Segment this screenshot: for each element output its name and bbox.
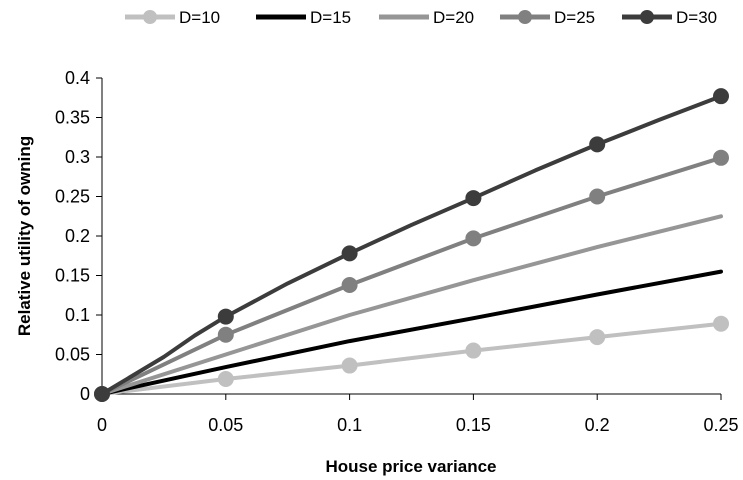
series-d-30 (94, 88, 729, 402)
legend-label: D=25 (554, 8, 595, 27)
legend-label: D=10 (179, 8, 220, 27)
x-tick-label: 0.05 (208, 415, 243, 435)
y-tick-label: 0.4 (65, 68, 90, 88)
series-line (100, 269, 723, 396)
legend-swatch-marker (143, 10, 157, 24)
legend-swatch-marker (640, 10, 654, 24)
y-tick-label: 0.1 (65, 305, 90, 325)
legend-item: D=25 (500, 8, 595, 27)
x-tick-label: 0.25 (703, 415, 738, 435)
series-line (100, 155, 723, 396)
data-point (589, 188, 606, 205)
x-tick-label: 0.2 (585, 415, 610, 435)
y-tick-label: 0.3 (65, 147, 90, 167)
series-line (100, 321, 723, 396)
y-tick-label: 0.15 (55, 266, 90, 286)
data-point (217, 326, 234, 343)
data-point (94, 386, 110, 402)
series-d-15 (100, 269, 723, 396)
legend-label: D=20 (433, 8, 474, 27)
x-tick-label: 0.15 (456, 415, 491, 435)
legend-label: D=30 (676, 8, 717, 27)
legend-item: D=30 (622, 8, 717, 27)
data-point (341, 245, 358, 262)
y-axis-title: Relative utility of owning (15, 136, 34, 336)
series-line (100, 214, 723, 396)
series-line (100, 94, 723, 396)
y-tick-label: 0 (80, 384, 90, 404)
y-tick-label: 0.35 (55, 108, 90, 128)
data-point (341, 276, 358, 293)
axes (101, 78, 721, 395)
data-point (713, 88, 729, 105)
x-axis-title: House price variance (325, 457, 496, 476)
legend-item: D=20 (379, 8, 474, 27)
x-tick-label: 0.1 (337, 415, 362, 435)
series (94, 88, 729, 402)
y-tick-label: 0.2 (65, 226, 90, 246)
data-point (465, 190, 482, 207)
data-point (713, 149, 729, 166)
legend-swatch-marker (518, 10, 532, 24)
data-point (713, 315, 729, 332)
data-point (589, 136, 606, 153)
data-point (341, 357, 358, 374)
legend-item: D=10 (125, 8, 220, 27)
legend: D=10 D=15 D=20 D=25 D=30 (125, 8, 717, 27)
data-point (465, 230, 482, 247)
data-point (217, 370, 234, 387)
y-tick-label: 0.25 (55, 187, 90, 207)
series-d-25 (94, 149, 729, 402)
x-tick-label: 0 (97, 415, 107, 435)
data-point (589, 329, 606, 346)
legend-label: D=15 (310, 8, 351, 27)
ticks: 0 0.05 0.1 0.15 0.2 0.25 0.3 0.35 0.4 0 0.05 0.1 0.1… (55, 68, 739, 435)
series-d-20 (100, 214, 723, 396)
legend-item: D=15 (256, 8, 351, 27)
y-tick-label: 0.05 (55, 345, 90, 365)
data-point (465, 342, 482, 359)
data-point (217, 308, 234, 325)
